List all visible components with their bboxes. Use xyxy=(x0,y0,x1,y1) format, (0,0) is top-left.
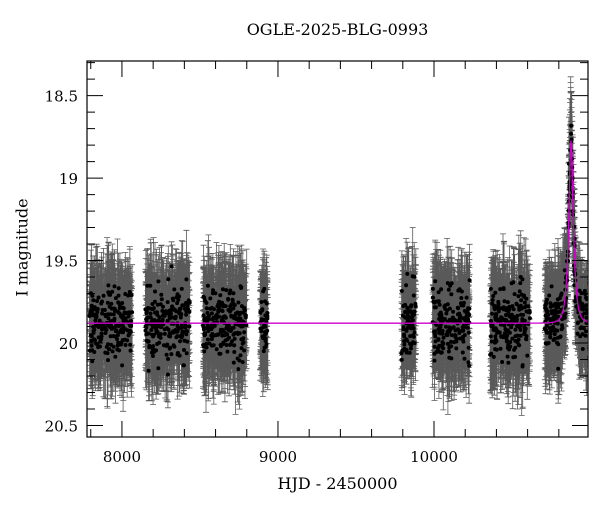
y-tick-label: 18.5 xyxy=(45,88,78,106)
y-tick-label: 19.5 xyxy=(45,253,78,271)
y-tick-label: 20 xyxy=(59,335,78,353)
y-tick-label: 19 xyxy=(59,170,78,188)
x-tick-label: 9000 xyxy=(259,448,297,466)
x-axis-label: HJD - 2450000 xyxy=(277,474,398,493)
model-curve xyxy=(87,140,588,324)
x-tick-label: 8000 xyxy=(103,448,141,466)
axes-frame: 8000 9000 10000 18.5 19 19.5 20 20.5 xyxy=(45,60,589,466)
photometry-points xyxy=(87,76,588,416)
x-tick-label: 10000 xyxy=(410,448,458,466)
chart-title: OGLE-2025-BLG-0993 xyxy=(246,20,429,39)
y-tick-label: 20.5 xyxy=(45,417,78,435)
